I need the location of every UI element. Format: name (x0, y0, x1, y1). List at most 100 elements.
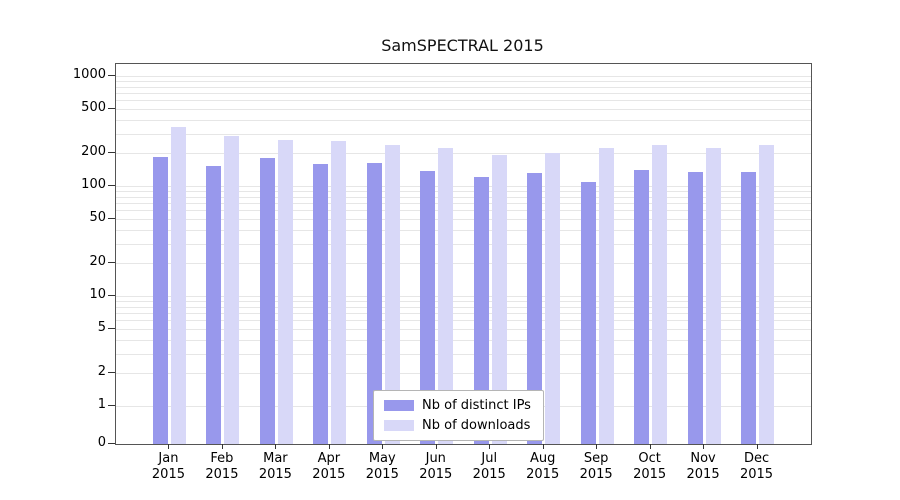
gridline-900 (116, 81, 811, 83)
gridline-100 (116, 186, 811, 187)
x-label-year: 2015 (579, 467, 613, 482)
bar-nb-of-downloads-feb (224, 136, 240, 444)
x-tick-mark-apr (328, 444, 330, 449)
plot-area: Nb of distinct IPs Nb of downloads (115, 63, 812, 445)
legend-label-nb-of-downloads: Nb of downloads (422, 418, 531, 433)
x-tick-mark-may (382, 444, 384, 449)
x-label-month: Sep (583, 451, 609, 466)
y-tick-label-20: 20 (89, 253, 106, 269)
gridline-800 (116, 86, 811, 88)
x-label-month: Dec (743, 451, 770, 466)
x-label-aug: Aug 2015 (513, 451, 573, 483)
x-label-month: Jan (158, 451, 179, 466)
y-tick-label-10: 10 (89, 287, 106, 302)
bar-nb-of-distinct-ips-nov (687, 172, 703, 444)
gridline-8 (116, 306, 811, 308)
x-label-mar: Mar 2015 (245, 451, 305, 483)
gridline-5 (116, 329, 811, 331)
bar-nb-of-downloads-aug (545, 153, 561, 444)
bar-nb-of-distinct-ips-apr (313, 164, 329, 444)
x-tick-mark-aug (542, 444, 544, 449)
x-label-year: 2015 (739, 467, 774, 482)
gridline-70 (116, 203, 811, 205)
gridline-4 (116, 339, 811, 341)
x-label-month: Mar (263, 451, 288, 466)
gridline-20 (116, 262, 811, 264)
y-tick-mark-0 (108, 443, 115, 444)
bar-nb-of-distinct-ips-may (366, 162, 382, 444)
x-tick-mark-dec (756, 444, 758, 449)
y-tick-mark-200 (108, 151, 115, 153)
legend: Nb of distinct IPs Nb of downloads (373, 390, 544, 441)
gridline-300 (116, 133, 811, 135)
gridline-400 (116, 119, 811, 121)
bar-nb-of-distinct-ips-sep (580, 182, 596, 444)
y-tick-label-1000: 1000 (72, 67, 106, 82)
y-tick-mark-50 (108, 218, 115, 220)
gridline-10 (116, 296, 811, 297)
chart-title: SamSPECTRAL 2015 (381, 36, 544, 55)
x-label-year: 2015 (365, 467, 399, 482)
y-tick-mark-1000 (108, 75, 115, 76)
x-label-year: 2015 (205, 467, 239, 482)
legend-swatch-nb-of-downloads (384, 420, 414, 431)
x-label-year: 2015 (686, 467, 720, 482)
x-label-sep: Sep 2015 (566, 451, 626, 483)
y-tick-label-100: 100 (81, 177, 106, 192)
legend-label-nb-of-distinct-ips: Nb of distinct IPs (422, 398, 531, 413)
x-label-month: Jul (481, 451, 498, 466)
legend-row-nb-of-downloads: Nb of downloads (384, 418, 531, 433)
gridline-7 (116, 313, 811, 315)
x-label-month: Feb (210, 451, 234, 466)
x-label-dec: Dec 2015 (727, 451, 787, 483)
bar-nb-of-distinct-ips-jun (420, 170, 436, 444)
x-tick-mark-oct (649, 444, 651, 449)
x-label-year: 2015 (151, 467, 185, 482)
x-label-year: 2015 (526, 467, 560, 482)
x-tick-mark-jan (168, 444, 170, 449)
bar-nb-of-downloads-jun (438, 148, 454, 444)
legend-swatch-nb-of-distinct-ips (384, 400, 414, 411)
x-label-year: 2015 (258, 467, 292, 482)
bar-nb-of-distinct-ips-oct (634, 169, 650, 444)
y-tick-mark-10 (108, 295, 115, 296)
y-tick-mark-20 (108, 261, 115, 263)
y-tick-label-2: 2 (97, 363, 106, 379)
y-tick-mark-500 (108, 108, 115, 110)
x-label-oct: Oct 2015 (620, 451, 680, 483)
x-label-month: Oct (638, 451, 661, 466)
x-tick-mark-feb (221, 444, 223, 449)
y-tick-label-200: 200 (81, 143, 106, 159)
y-tick-label-0: 0 (97, 435, 106, 450)
x-label-month: Apr (317, 451, 341, 466)
gridline-1000 (116, 76, 811, 77)
x-tick-mark-jul (489, 444, 491, 449)
x-label-apr: Apr 2015 (299, 451, 359, 483)
y-tick-mark-5 (108, 328, 115, 330)
x-label-year: 2015 (633, 467, 667, 482)
x-label-jul: Jul 2015 (459, 451, 519, 483)
gridline-600 (116, 100, 811, 102)
y-tick-label-50: 50 (89, 210, 106, 226)
gridline-200 (116, 152, 811, 154)
gridline-30 (116, 243, 811, 245)
bar-nb-of-downloads-jul (491, 154, 507, 444)
x-label-jan: Jan 2015 (138, 451, 198, 483)
gridline-2 (116, 372, 811, 374)
gridline-90 (116, 191, 811, 193)
y-tick-mark-1 (108, 405, 115, 406)
bar-nb-of-downloads-apr (331, 141, 347, 444)
bar-nb-of-distinct-ips-dec (741, 172, 757, 444)
x-label-month: May (368, 451, 396, 466)
x-label-nov: Nov 2015 (673, 451, 733, 483)
bar-nb-of-downloads-nov (705, 148, 721, 444)
x-label-year: 2015 (472, 467, 506, 482)
gridline-500 (116, 109, 811, 111)
legend-row-nb-of-distinct-ips: Nb of distinct IPs (384, 398, 531, 413)
bar-nb-of-distinct-ips-feb (206, 165, 222, 444)
x-label-feb: Feb 2015 (192, 451, 252, 483)
gridline-700 (116, 93, 811, 95)
gridline-9 (116, 301, 811, 303)
gridline-6 (116, 320, 811, 322)
